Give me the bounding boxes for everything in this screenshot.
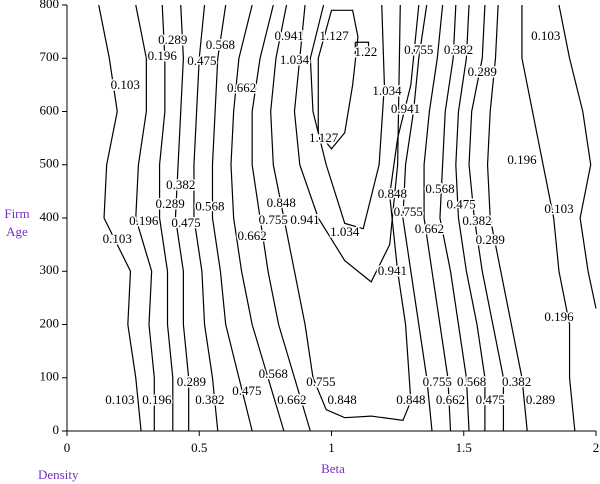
contour-label: 1.127 [320, 28, 350, 43]
contour-label: 0.662 [436, 392, 465, 407]
contour-label: 0.848 [378, 186, 407, 201]
contour-label: 0.568 [259, 366, 288, 381]
contour-line [230, 4, 285, 432]
y-tick-label: 300 [40, 262, 60, 277]
contour-label: 0.289 [156, 196, 185, 211]
contour-line [98, 4, 142, 432]
contour-label: 0.103 [531, 28, 560, 43]
contour-label: 0.475 [187, 53, 216, 68]
contour-label: 0.382 [166, 177, 195, 192]
contour-label: 0.662 [227, 80, 256, 95]
y-tick-label: 200 [40, 315, 60, 330]
contour-label: 1.034 [280, 52, 310, 67]
contour-label: 0.662 [277, 392, 306, 407]
contour-label: 0.662 [238, 228, 267, 243]
contour-label: 0.755 [404, 42, 433, 57]
contour-line [174, 4, 190, 431]
contour-label: 0.103 [544, 201, 573, 216]
contour-label: 0.382 [462, 213, 491, 228]
contour-label: 0.475 [446, 197, 475, 212]
contour-label: 0.848 [327, 392, 356, 407]
contour-label: 0.848 [396, 392, 425, 407]
contour-label: 0.289 [526, 392, 555, 407]
contour-line [402, 4, 433, 432]
contour-label: 0.475 [171, 215, 200, 230]
contour-line [158, 4, 174, 431]
contour-line [193, 4, 219, 432]
contour-line [486, 4, 528, 432]
y-tick-label: 100 [40, 369, 60, 384]
contour-label: 1.034 [330, 224, 360, 239]
contour-label: 0.289 [476, 232, 505, 247]
contour-label: 0.941 [275, 28, 304, 43]
contour-label: 1.127 [309, 130, 339, 145]
contour-label: 0.382 [444, 42, 473, 57]
contour-line [135, 4, 155, 431]
contour-label: 1.22 [355, 44, 378, 59]
contour-label: 0.103 [111, 77, 140, 92]
contour-label: 0.475 [232, 383, 261, 398]
y-tick-label: 700 [40, 49, 60, 64]
contour-label: 0.196 [507, 152, 537, 167]
y-tick-label: 400 [40, 209, 60, 224]
contour-label: 0.941 [290, 212, 319, 227]
contour-label: 0.755 [423, 374, 452, 389]
contour-line [309, 4, 386, 230]
contour-label: 0.941 [391, 101, 420, 116]
contour-label: 0.289 [177, 374, 206, 389]
contour-line [211, 4, 253, 432]
contour-label: 0.196 [148, 48, 178, 63]
contour-label: 0.755 [306, 374, 335, 389]
contour-label: 0.196 [129, 213, 159, 228]
contour-line [354, 41, 370, 57]
contour-line [317, 9, 359, 150]
contour-line [423, 4, 452, 432]
contour-label: 0.475 [476, 392, 505, 407]
y-axis-label: Firm Age [4, 206, 30, 239]
contour-label: 0.382 [502, 374, 531, 389]
y-tick-label: 600 [40, 102, 60, 117]
z-label: Density [38, 467, 79, 482]
contour-label: 0.289 [468, 64, 497, 79]
contour-label: 0.568 [206, 37, 235, 52]
contour-line [293, 4, 401, 283]
contour-label: 0.755 [394, 204, 423, 219]
contour-label: 0.755 [259, 212, 288, 227]
contour-line [439, 4, 470, 432]
x-tick-label: 1.5 [456, 440, 472, 455]
contour-line [455, 4, 486, 431]
contour-label: 0.103 [103, 231, 132, 246]
contour-label: 1.034 [372, 83, 402, 98]
contour-line [521, 5, 576, 432]
contour-label: 0.196 [142, 392, 172, 407]
contour-label: 0.382 [195, 392, 224, 407]
y-tick-label: 500 [40, 156, 60, 171]
contour-label: 0.568 [195, 198, 224, 213]
contour-line [468, 4, 505, 431]
y-tick-label: 0 [53, 422, 60, 437]
x-tick-label: 1 [328, 440, 335, 455]
x-tick-label: 2 [593, 440, 600, 455]
contour-label: 0.848 [267, 195, 296, 210]
contour-label: 0.662 [415, 221, 444, 236]
contour-line [270, 4, 420, 422]
contour-label: 0.568 [457, 374, 486, 389]
contour-label: 0.196 [544, 309, 574, 324]
x-axis-label: Beta [321, 461, 345, 476]
contour-label: 0.103 [105, 392, 134, 407]
contour-label: 0.941 [378, 263, 407, 278]
x-tick-label: 0.5 [191, 440, 207, 455]
contour-line [558, 4, 597, 309]
contour-line [251, 4, 311, 432]
x-tick-label: 0 [64, 440, 71, 455]
contour-label: 0.289 [158, 32, 187, 47]
y-tick-label: 800 [40, 0, 60, 11]
contour-label: 0.568 [425, 181, 454, 196]
